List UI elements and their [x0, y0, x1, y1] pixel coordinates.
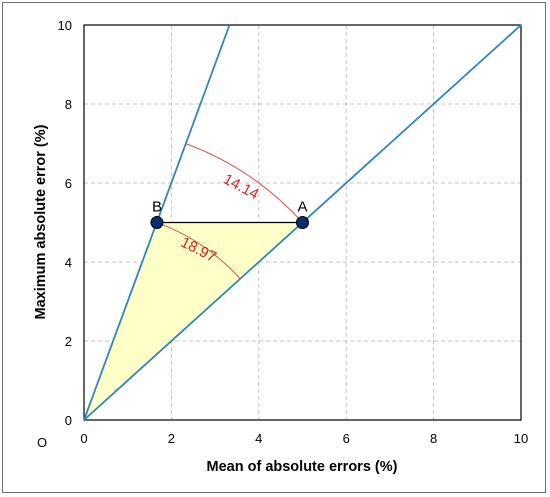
points: AB: [150, 199, 309, 229]
point-a: [296, 216, 309, 229]
angle-label-1: 14.14: [220, 171, 261, 204]
x-tick-label: 6: [343, 431, 350, 446]
y-tick-label: 6: [65, 176, 72, 191]
y-tick-label: 8: [65, 97, 72, 112]
plot-border: [83, 24, 522, 421]
y-axis-title: Maximum absolute error (%): [33, 124, 49, 319]
angle-arc-outer: [185, 143, 303, 223]
x-tick-label: 8: [430, 431, 437, 446]
y-tick-label: 4: [65, 255, 72, 270]
point-b: [150, 216, 164, 229]
x-tick-label: 0: [80, 431, 87, 446]
point-label-a: A: [297, 199, 307, 216]
x-tick-label: 4: [255, 431, 262, 446]
x-tick-label: 10: [514, 431, 528, 446]
point-label-b: B: [152, 199, 162, 216]
y-tick-label: 2: [65, 334, 72, 349]
y-tick-label: 10: [58, 18, 72, 33]
y-tick-labels: 0 2 4 6 8 10: [58, 18, 72, 428]
y-tick-label: 0: [65, 413, 72, 428]
x-tick-labels: 0 2 4 6 8 10: [80, 431, 528, 446]
x-axis-title: Mean of absolute errors (%): [207, 459, 398, 475]
origin-label: O: [37, 435, 47, 450]
x-tick-label: 2: [168, 431, 175, 446]
angle-arc-inner: [156, 221, 241, 280]
